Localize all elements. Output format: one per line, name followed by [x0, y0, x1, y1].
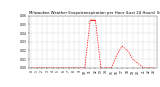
Text: Milwaukee Weather Evapotranspiration per Hour (Last 24 Hours) (Inches): Milwaukee Weather Evapotranspiration per…	[29, 11, 160, 15]
